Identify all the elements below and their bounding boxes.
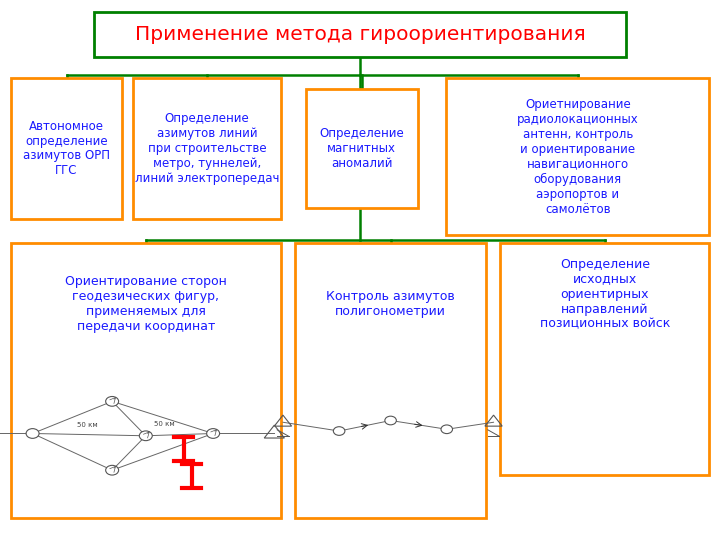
Text: Применение метода гироориентирования: Применение метода гироориентирования	[135, 25, 585, 44]
Text: 50 км: 50 км	[77, 422, 98, 428]
FancyBboxPatch shape	[11, 243, 281, 518]
FancyBboxPatch shape	[295, 243, 486, 518]
FancyBboxPatch shape	[11, 78, 122, 219]
FancyBboxPatch shape	[133, 78, 281, 219]
Circle shape	[106, 396, 119, 406]
Circle shape	[384, 416, 396, 425]
FancyBboxPatch shape	[446, 78, 709, 235]
FancyBboxPatch shape	[94, 12, 626, 57]
Circle shape	[333, 427, 345, 435]
Text: Определение
магнитных
аномалий: Определение магнитных аномалий	[320, 127, 404, 170]
Circle shape	[106, 465, 119, 475]
Circle shape	[441, 425, 452, 434]
Text: Автономное
определение
азимутов ОРП
ГГС: Автономное определение азимутов ОРП ГГС	[23, 119, 110, 178]
Text: Контроль азимутов
полигонометрии: Контроль азимутов полигонометрии	[326, 289, 455, 318]
Text: Определение
исходных
ориентирных
направлений
позиционных войск: Определение исходных ориентирных направл…	[539, 258, 670, 330]
Text: Ориентирование сторон
геодезических фигур,
применяемых для
передачи координат: Ориентирование сторон геодезических фигу…	[65, 274, 227, 333]
Text: 50 км: 50 км	[154, 421, 174, 427]
Circle shape	[140, 431, 153, 441]
Circle shape	[26, 429, 39, 438]
Circle shape	[207, 429, 220, 438]
Text: Ориетнирование
радиолокационных
антенн, контроль
и ориентирование
навигационного: Ориетнирование радиолокационных антенн, …	[517, 98, 639, 215]
Text: Определение
азимутов линий
при строительстве
метро, туннелей,
линий электроперед: Определение азимутов линий при строитель…	[135, 112, 279, 185]
FancyBboxPatch shape	[306, 89, 418, 208]
FancyBboxPatch shape	[500, 243, 709, 475]
